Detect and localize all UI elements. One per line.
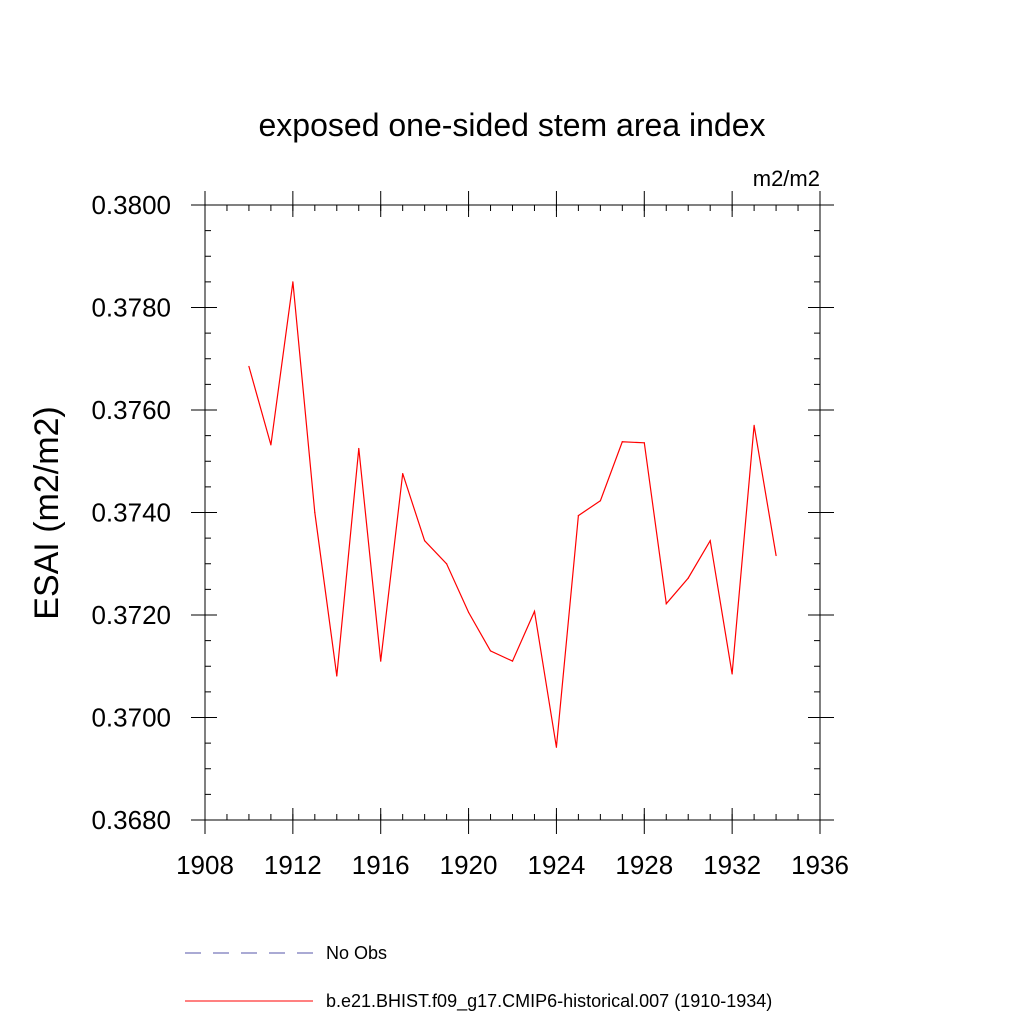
legend-label-no-obs: No Obs [326,943,387,963]
data-point [336,675,338,677]
y-tick-label: 0.3720 [91,600,171,630]
data-point [643,442,645,444]
data-point [248,365,250,368]
data-point [753,424,755,426]
x-tick-label: 1912 [264,850,322,880]
units-label: m2/m2 [753,166,820,191]
x-tick-label: 1916 [352,850,410,880]
x-axis: 1908 1912 1916 1920 1924 1928 1932 1936 [176,191,849,880]
y-tick-label: 0.3740 [91,498,171,528]
x-tick-label: 1928 [615,850,673,880]
y-tick-label: 0.3760 [91,395,171,425]
chart-title: exposed one-sided stem area index [259,107,766,143]
y-tick-label: 0.3800 [91,190,171,220]
data-point [555,746,558,748]
legend: No Obs b.e21.BHIST.f09_g17.CMIP6-histori… [185,943,772,1012]
plot-area-frame [204,204,821,821]
data-point [489,650,492,652]
data-point [687,577,689,579]
x-tick-label: 1932 [703,850,761,880]
data-point [402,472,404,475]
data-point [511,660,514,662]
y-tick-label: 0.3700 [91,703,171,733]
data-point [775,554,777,557]
legend-label-model: b.e21.BHIST.f09_g17.CMIP6-historical.007… [326,991,772,1012]
data-point [665,603,667,605]
y-tick-label: 0.3780 [91,293,171,323]
x-tick-label: 1920 [440,850,498,880]
y-axis: 0.3680 0.3700 0.3720 0.3740 0.3760 0.3780 0.38… [91,190,834,835]
data-point [709,540,711,542]
data-point [731,673,733,675]
data-point [358,447,360,450]
series-line-model [248,281,777,748]
x-tick-label: 1936 [791,850,849,880]
data-point [467,611,470,614]
x-tick-label: 1924 [528,850,586,880]
data-point [424,540,426,542]
data-point [533,610,536,613]
data-point [621,441,623,443]
y-axis-label: ESAI (m2/m2) [28,406,66,619]
data-point [446,563,448,565]
data-point [270,444,272,446]
data-point [292,281,294,283]
series-layer [248,281,777,748]
y-tick-label: 0.3680 [91,805,171,835]
x-tick-label: 1908 [176,850,234,880]
data-point [314,511,316,514]
data-point [577,514,579,517]
data-point [599,500,601,502]
data-point [380,660,382,662]
